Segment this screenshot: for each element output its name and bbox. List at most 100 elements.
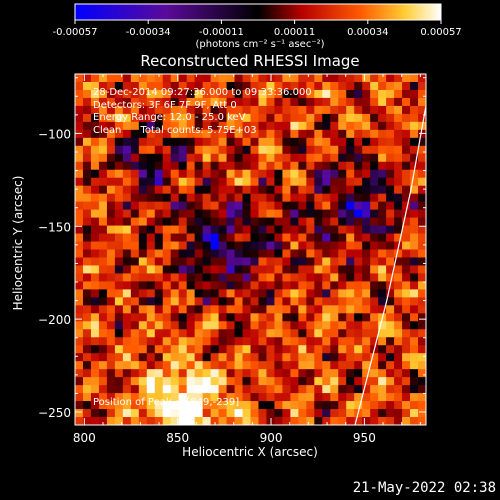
heatmap-cell bbox=[146, 161, 156, 171]
heatmap-cell bbox=[378, 273, 387, 283]
heatmap-cell bbox=[194, 145, 204, 155]
heatmap-cell bbox=[106, 393, 116, 402]
heatmap-cell bbox=[418, 385, 426, 394]
heatmap-cell bbox=[138, 305, 148, 314]
heatmap-cell bbox=[186, 177, 196, 187]
heatmap-cell bbox=[274, 377, 284, 386]
heatmap-cell bbox=[234, 329, 244, 338]
heatmap-cell bbox=[186, 369, 196, 378]
heatmap-cell bbox=[162, 225, 172, 235]
heatmap-cell bbox=[226, 233, 236, 243]
heatmap-cell bbox=[378, 225, 387, 235]
heatmap-cell bbox=[218, 353, 228, 362]
heatmap-cell bbox=[282, 241, 291, 251]
heatmap-cell bbox=[170, 81, 180, 91]
heatmap-cell bbox=[194, 169, 204, 179]
heatmap-cell bbox=[114, 209, 124, 219]
heatmap-cell bbox=[354, 393, 363, 402]
heatmap-cell bbox=[138, 297, 148, 306]
heatmap-cell bbox=[346, 225, 355, 235]
heatmap-cell bbox=[234, 337, 244, 346]
heatmap-cell bbox=[242, 249, 252, 259]
heatmap-cell bbox=[82, 185, 92, 195]
heatmap-cell bbox=[418, 409, 426, 418]
heatmap-cell bbox=[266, 201, 276, 211]
heatmap-cell bbox=[418, 305, 426, 314]
heatmap-cell bbox=[354, 385, 363, 394]
heatmap-cell bbox=[146, 353, 156, 362]
heatmap-cell bbox=[98, 97, 108, 107]
heatmap-cell bbox=[234, 417, 244, 425]
heatmap-cell bbox=[322, 97, 331, 107]
heatmap-cell bbox=[354, 121, 363, 131]
heatmap-cell bbox=[250, 137, 260, 147]
heatmap-cell bbox=[178, 81, 188, 91]
heatmap-cell bbox=[138, 81, 148, 91]
heatmap-cell bbox=[154, 89, 164, 99]
heatmap-cell bbox=[242, 89, 252, 99]
heatmap-cell bbox=[306, 313, 315, 322]
heatmap-cell bbox=[298, 313, 307, 322]
heatmap-cell bbox=[362, 297, 371, 306]
heatmap-cell bbox=[130, 313, 140, 322]
heatmap-cell bbox=[98, 281, 108, 290]
heatmap-cell bbox=[138, 409, 148, 418]
heatmap-cell bbox=[186, 417, 196, 425]
heatmap-cell bbox=[106, 345, 116, 354]
heatmap-cell bbox=[378, 161, 387, 171]
heatmap-cell bbox=[394, 377, 403, 386]
heatmap-cell bbox=[138, 289, 148, 298]
heatmap-cell bbox=[314, 209, 323, 219]
heatmap-cell bbox=[370, 265, 379, 275]
heatmap-cell bbox=[346, 89, 355, 99]
heatmap-cell bbox=[130, 265, 140, 275]
heatmap-cell bbox=[346, 105, 355, 115]
heatmap-cell bbox=[362, 225, 371, 235]
heatmap-cell bbox=[258, 273, 268, 283]
heatmap-cell bbox=[75, 249, 84, 259]
heatmap-cell bbox=[138, 417, 148, 425]
heatmap-cell bbox=[250, 145, 260, 155]
heatmap-cell bbox=[170, 193, 180, 203]
heatmap-cell bbox=[114, 137, 124, 147]
heatmap-cell bbox=[250, 257, 260, 267]
heatmap-cell bbox=[114, 297, 124, 306]
heatmap-cell bbox=[170, 281, 180, 290]
heatmap-cell bbox=[106, 249, 116, 259]
heatmap-cell bbox=[242, 121, 252, 131]
heatmap-cell bbox=[154, 377, 164, 386]
heatmap-cell bbox=[370, 289, 379, 298]
heatmap-cell bbox=[258, 257, 268, 267]
heatmap-cell bbox=[282, 329, 291, 338]
heatmap-cell bbox=[346, 129, 355, 139]
heatmap-cell bbox=[75, 417, 84, 425]
heatmap-cell bbox=[154, 121, 164, 131]
heatmap-cell bbox=[75, 329, 84, 338]
heatmap-cell bbox=[394, 297, 403, 306]
heatmap-cell bbox=[75, 401, 84, 410]
heatmap-cell bbox=[242, 169, 252, 179]
heatmap-cell bbox=[402, 201, 411, 211]
heatmap-cell bbox=[130, 369, 140, 378]
heatmap-cell bbox=[394, 265, 403, 275]
heatmap-cell bbox=[146, 409, 156, 418]
heatmap-cell bbox=[266, 193, 276, 203]
heatmap-cell bbox=[338, 353, 347, 362]
heatmap-cell bbox=[170, 313, 180, 322]
heatmap-cell bbox=[202, 193, 212, 203]
heatmap-cell bbox=[170, 417, 180, 425]
heatmap-cell bbox=[338, 337, 347, 346]
heatmap-cell bbox=[154, 385, 164, 394]
heatmap-cell bbox=[194, 345, 204, 354]
heatmap-cell bbox=[130, 361, 140, 370]
heatmap-cell bbox=[75, 97, 84, 107]
heatmap-cell bbox=[162, 145, 172, 155]
heatmap-cell bbox=[138, 161, 148, 171]
heatmap-cell bbox=[98, 185, 108, 195]
heatmap-cell bbox=[210, 313, 220, 322]
heatmap-cell bbox=[146, 329, 156, 338]
heatmap-cell bbox=[274, 273, 284, 283]
heatmap-cell bbox=[138, 369, 148, 378]
heatmap-cell bbox=[330, 353, 339, 362]
heatmap-cell bbox=[210, 161, 220, 171]
